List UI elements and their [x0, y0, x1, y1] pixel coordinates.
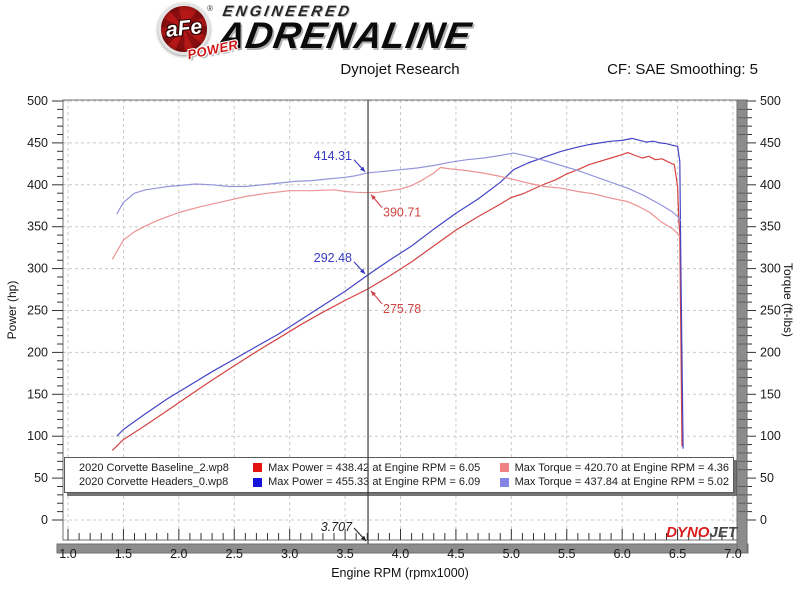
y-tick-label-right: 200: [760, 345, 781, 359]
axis-ticks: [52, 100, 756, 540]
y-tick-label-left: 100: [27, 429, 48, 443]
x-axis-bar: [56, 543, 749, 554]
y-tick-label-right: 50: [760, 471, 774, 485]
y-tick-label-left: 400: [27, 178, 48, 192]
y-tick-label-left: 350: [27, 220, 48, 234]
y-tick-label-left: 300: [27, 262, 48, 276]
x-tick-label: 1.5: [115, 547, 132, 561]
engineered-adrenaline-wordmark: ENGINEERED ADRENALINE: [214, 3, 477, 56]
torque-swatch-baseline: [499, 463, 509, 473]
dynojet-logo: DYNOJET: [0, 525, 737, 541]
y-tick-label-right: 350: [760, 220, 781, 234]
x-tick-label: 3.0: [281, 547, 298, 561]
run-file-name: 2020 Corvette Baseline_2.wp8: [79, 461, 229, 474]
y-tick-label-left: 250: [27, 304, 48, 318]
y-tick-label-right: 0: [760, 513, 767, 527]
y-tick-label-right: 400: [760, 178, 781, 192]
registered-mark-icon: ®: [207, 4, 213, 13]
y-tick-label-left: 200: [27, 345, 48, 359]
x-tick-label: 6.5: [669, 547, 686, 561]
max-power-text: Max Power = 455.33 at Engine RPM = 6.09: [268, 476, 481, 489]
series-curves: [111, 137, 684, 451]
y-axis-title-left: Power (hp): [5, 281, 19, 340]
x-tick-label: 2.0: [170, 547, 187, 561]
chart-title: Dynojet Research: [340, 61, 460, 78]
power-swatch-headers: [253, 477, 263, 487]
curve-headers-torque-ft-lbs-: [116, 152, 682, 222]
max-torque-text: Max Torque = 420.70 at Engine RPM = 4.36: [514, 461, 729, 474]
curve-baseline-torque-ft-lbs-: [111, 166, 681, 260]
y-tick-label-right: 450: [760, 136, 781, 150]
y-tick-label-right: 150: [760, 387, 781, 401]
afe-logo-text: aFe: [164, 15, 204, 42]
max-power-text: Max Power = 438.42 at Engine RPM = 6.05: [268, 461, 481, 474]
torque-swatch-headers: [499, 477, 509, 487]
run-file-name: 2020 Corvette Headers_0.wp8: [79, 476, 229, 489]
legend-row-headers: 2020 Corvette Headers_0.wp8 Max Power = …: [79, 476, 729, 488]
curve-baseline-power-hp-: [111, 152, 683, 451]
x-tick-label: 7.0: [724, 547, 741, 561]
y-tick-label-left: 50: [34, 471, 48, 485]
y-axis-title-right: Torque (ft-lbs): [781, 263, 795, 337]
x-tick-label: 5.5: [558, 547, 575, 561]
afe-power-logo: aFe ® POWER ENGINEERED ADRENALINE: [158, 3, 475, 62]
run-legend: 2020 Corvette Baseline_2.wp8 Max Power =…: [64, 457, 734, 493]
dynojet-logo-jet: JET: [709, 524, 737, 541]
x-tick-label: 6.0: [613, 547, 630, 561]
correction-factor-label: CF: SAE Smoothing: 5: [607, 61, 758, 78]
y-tick-label-right: 500: [760, 94, 781, 108]
x-axis-title: Engine RPM (rpmx1000): [331, 566, 469, 580]
y-tick-label-left: 0: [41, 513, 48, 527]
x-tick-label: 4.5: [447, 547, 464, 561]
dynojet-logo-dyno: DYNO: [666, 524, 710, 541]
tick-labels: 1.0 1.5 2.0 2.5 3.0 3.5 4.0 4.5 5.0 5.5 6.0 6.5 7.0 0…: [27, 94, 781, 561]
afe-logo-circle: aFe ® POWER: [158, 3, 240, 62]
y-tick-label-left: 500: [27, 94, 48, 108]
curve-headers-power-hp-: [116, 137, 684, 449]
y-tick-label-right: 250: [760, 304, 781, 318]
y-tick-label-left: 150: [27, 387, 48, 401]
y-tick-label-left: 450: [27, 136, 48, 150]
x-tick-label: 3.5: [336, 547, 353, 561]
max-torque-text: Max Torque = 437.84 at Engine RPM = 5.02: [514, 476, 729, 489]
y-tick-label-right: 300: [760, 262, 781, 276]
x-tick-label: 1.0: [59, 547, 76, 561]
y-tick-label-right: 100: [760, 429, 781, 443]
x-tick-label: 5.0: [503, 547, 520, 561]
x-tick-label: 2.5: [226, 547, 243, 561]
x-tick-label: 4.0: [392, 547, 409, 561]
wordmark-adrenaline: ADRENALINE: [214, 15, 475, 56]
legend-row-baseline: 2020 Corvette Baseline_2.wp8 Max Power =…: [79, 462, 729, 474]
power-swatch-baseline: [253, 463, 263, 473]
